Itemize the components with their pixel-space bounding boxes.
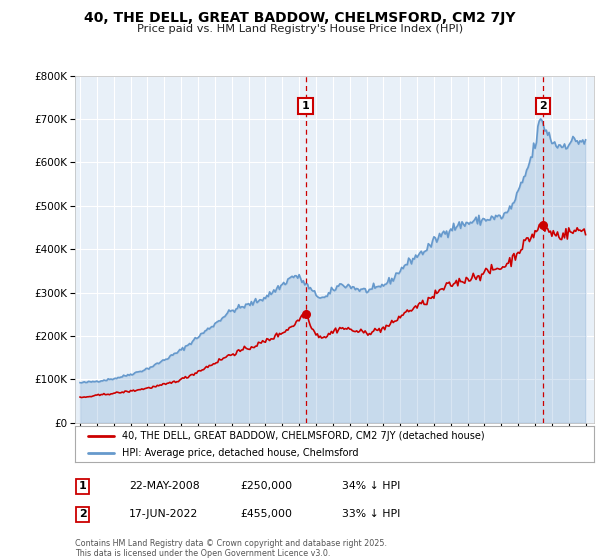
Text: 33% ↓ HPI: 33% ↓ HPI [342,509,400,519]
Text: HPI: Average price, detached house, Chelmsford: HPI: Average price, detached house, Chel… [122,448,358,458]
Text: 17-JUN-2022: 17-JUN-2022 [129,509,198,519]
Text: 34% ↓ HPI: 34% ↓ HPI [342,481,400,491]
Text: 2: 2 [539,101,547,111]
Text: 1: 1 [302,101,310,111]
Text: Contains HM Land Registry data © Crown copyright and database right 2025.
This d: Contains HM Land Registry data © Crown c… [75,539,387,558]
Text: Price paid vs. HM Land Registry's House Price Index (HPI): Price paid vs. HM Land Registry's House … [137,24,463,34]
Text: 1: 1 [79,481,86,491]
Text: £455,000: £455,000 [240,509,292,519]
Text: 40, THE DELL, GREAT BADDOW, CHELMSFORD, CM2 7JY (detached house): 40, THE DELL, GREAT BADDOW, CHELMSFORD, … [122,431,484,441]
Text: 2: 2 [79,509,86,519]
Text: 40, THE DELL, GREAT BADDOW, CHELMSFORD, CM2 7JY: 40, THE DELL, GREAT BADDOW, CHELMSFORD, … [84,11,516,25]
Text: £250,000: £250,000 [240,481,292,491]
Text: 22-MAY-2008: 22-MAY-2008 [129,481,200,491]
